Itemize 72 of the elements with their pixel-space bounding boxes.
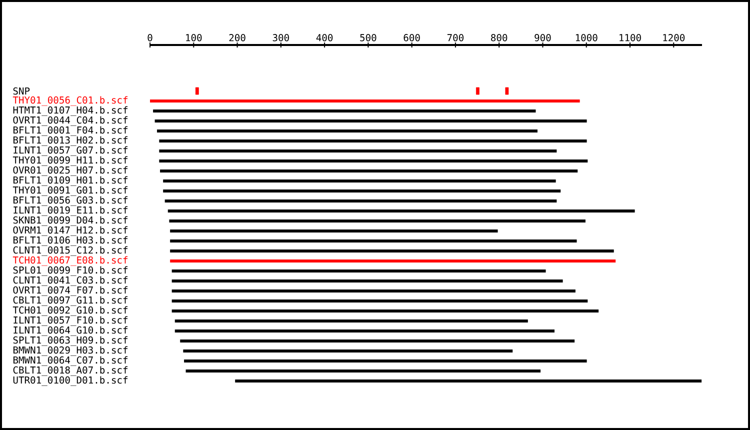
y-tick-label: BMWN1_0029_H03.b.scf — [13, 346, 128, 356]
y-tick-label: THY01_0056_C01.b.scf — [12, 96, 128, 106]
y-tick-label: BMWN1_0064_C07.b.scf — [13, 356, 128, 366]
bar — [163, 190, 561, 193]
y-tick-label: OVRT1_0074_F07.b.scf — [13, 286, 128, 296]
bar — [160, 170, 578, 173]
y-tick-label: SPL01_0099_F10.b.scf — [13, 266, 128, 276]
y-tick-label: BFLT1_0056_G03.b.scf — [13, 196, 128, 206]
y-tick-label: CLNT1_0041_C03.b.scf — [13, 276, 128, 286]
bar — [159, 140, 587, 142]
y-tick-label: OVR01_0025_H07.b.scf — [13, 166, 128, 176]
bar — [184, 360, 587, 363]
bar — [172, 270, 546, 273]
bar — [235, 380, 702, 383]
y-tick-label: SNP — [13, 87, 30, 95]
y-tick-label: THY01_0091_G01.b.scf — [12, 186, 128, 196]
y-tick-label: BFLT1_0013_H02.b.scf — [13, 136, 128, 146]
x-tick-label: 1200 — [663, 34, 685, 42]
x-tick-label: 1100 — [620, 34, 641, 42]
y-tick-label: BFLT1_0106_H03.b.scf — [13, 236, 128, 246]
bar — [164, 200, 557, 203]
bar — [154, 120, 587, 122]
y-tick-label: ILNT1_0019_E11.b.scf — [14, 206, 128, 216]
bar — [170, 240, 577, 243]
y-tick-label: BFLT1_0109_H01.b.scf — [13, 176, 128, 186]
y-tick-label: OVRT1_0044_C04.b.scf — [13, 116, 128, 126]
bar — [172, 310, 599, 313]
y-tick-label: HTMT1_0107_H04.b.scf — [13, 106, 128, 116]
bar — [186, 370, 541, 373]
bar — [150, 100, 580, 102]
bar — [156, 130, 538, 132]
bar — [153, 110, 536, 112]
bar — [174, 320, 528, 323]
bar — [172, 300, 588, 303]
y-tick-label: OVRM1_0147_H12.b.scf — [13, 226, 128, 236]
bar — [170, 250, 614, 253]
x-tick-label: 100 — [186, 34, 202, 42]
x-tick-label: 500 — [360, 34, 376, 42]
y-tick-label: CBLT1_0018_A07.b.scf — [13, 366, 128, 376]
y-tick-label: TCH01_0092_G10.b.scf — [12, 306, 128, 316]
y-tick-label: CBLT1_0097_G11.b.scf — [13, 296, 128, 306]
bar — [183, 350, 513, 353]
bar — [180, 340, 575, 343]
y-tick-label: BFLT1_0001_F04.b.scf — [13, 126, 128, 136]
y-tick-label: TCH01_0067_E08.b.scf — [12, 256, 128, 266]
bar — [170, 260, 616, 262]
y-tick-label: ILNT1_0057_G07.b.scf — [14, 146, 128, 156]
x-tick-label: 1000 — [576, 34, 598, 42]
bar — [168, 210, 635, 213]
bar — [172, 280, 563, 283]
x-tick-label: 700 — [447, 34, 464, 42]
x-tick-label: 300 — [272, 34, 289, 42]
y-tick-label: SKNB1_0099_D04.b.scf — [13, 216, 128, 226]
y-tick-label: CLNT1_0015_C12.b.scf — [13, 246, 128, 256]
y-tick-label: THY01_0099_H11.b.scf — [12, 156, 128, 166]
bar — [159, 160, 588, 162]
bar — [172, 290, 576, 293]
y-tick-label: SPLT1_0063_H09.b.scf — [13, 336, 128, 346]
x-tick-label: 900 — [534, 34, 551, 42]
bar — [169, 220, 586, 223]
x-tick-label: 600 — [404, 34, 420, 42]
bar — [159, 150, 557, 152]
y-tick-label: UTR01_0100_D01.b.scf — [13, 376, 128, 386]
bar — [170, 230, 498, 233]
x-tick-label: 200 — [229, 34, 246, 42]
bar — [174, 330, 555, 333]
x-tick-label: 400 — [316, 34, 333, 42]
bar — [163, 180, 556, 183]
y-tick-label: ILNT1_0064_G10.b.scf — [14, 326, 128, 336]
x-tick-label: 0 — [148, 34, 152, 42]
y-tick-label: ILNT1_0057_F10.b.scf — [14, 316, 128, 326]
x-tick-label: 800 — [491, 34, 508, 42]
